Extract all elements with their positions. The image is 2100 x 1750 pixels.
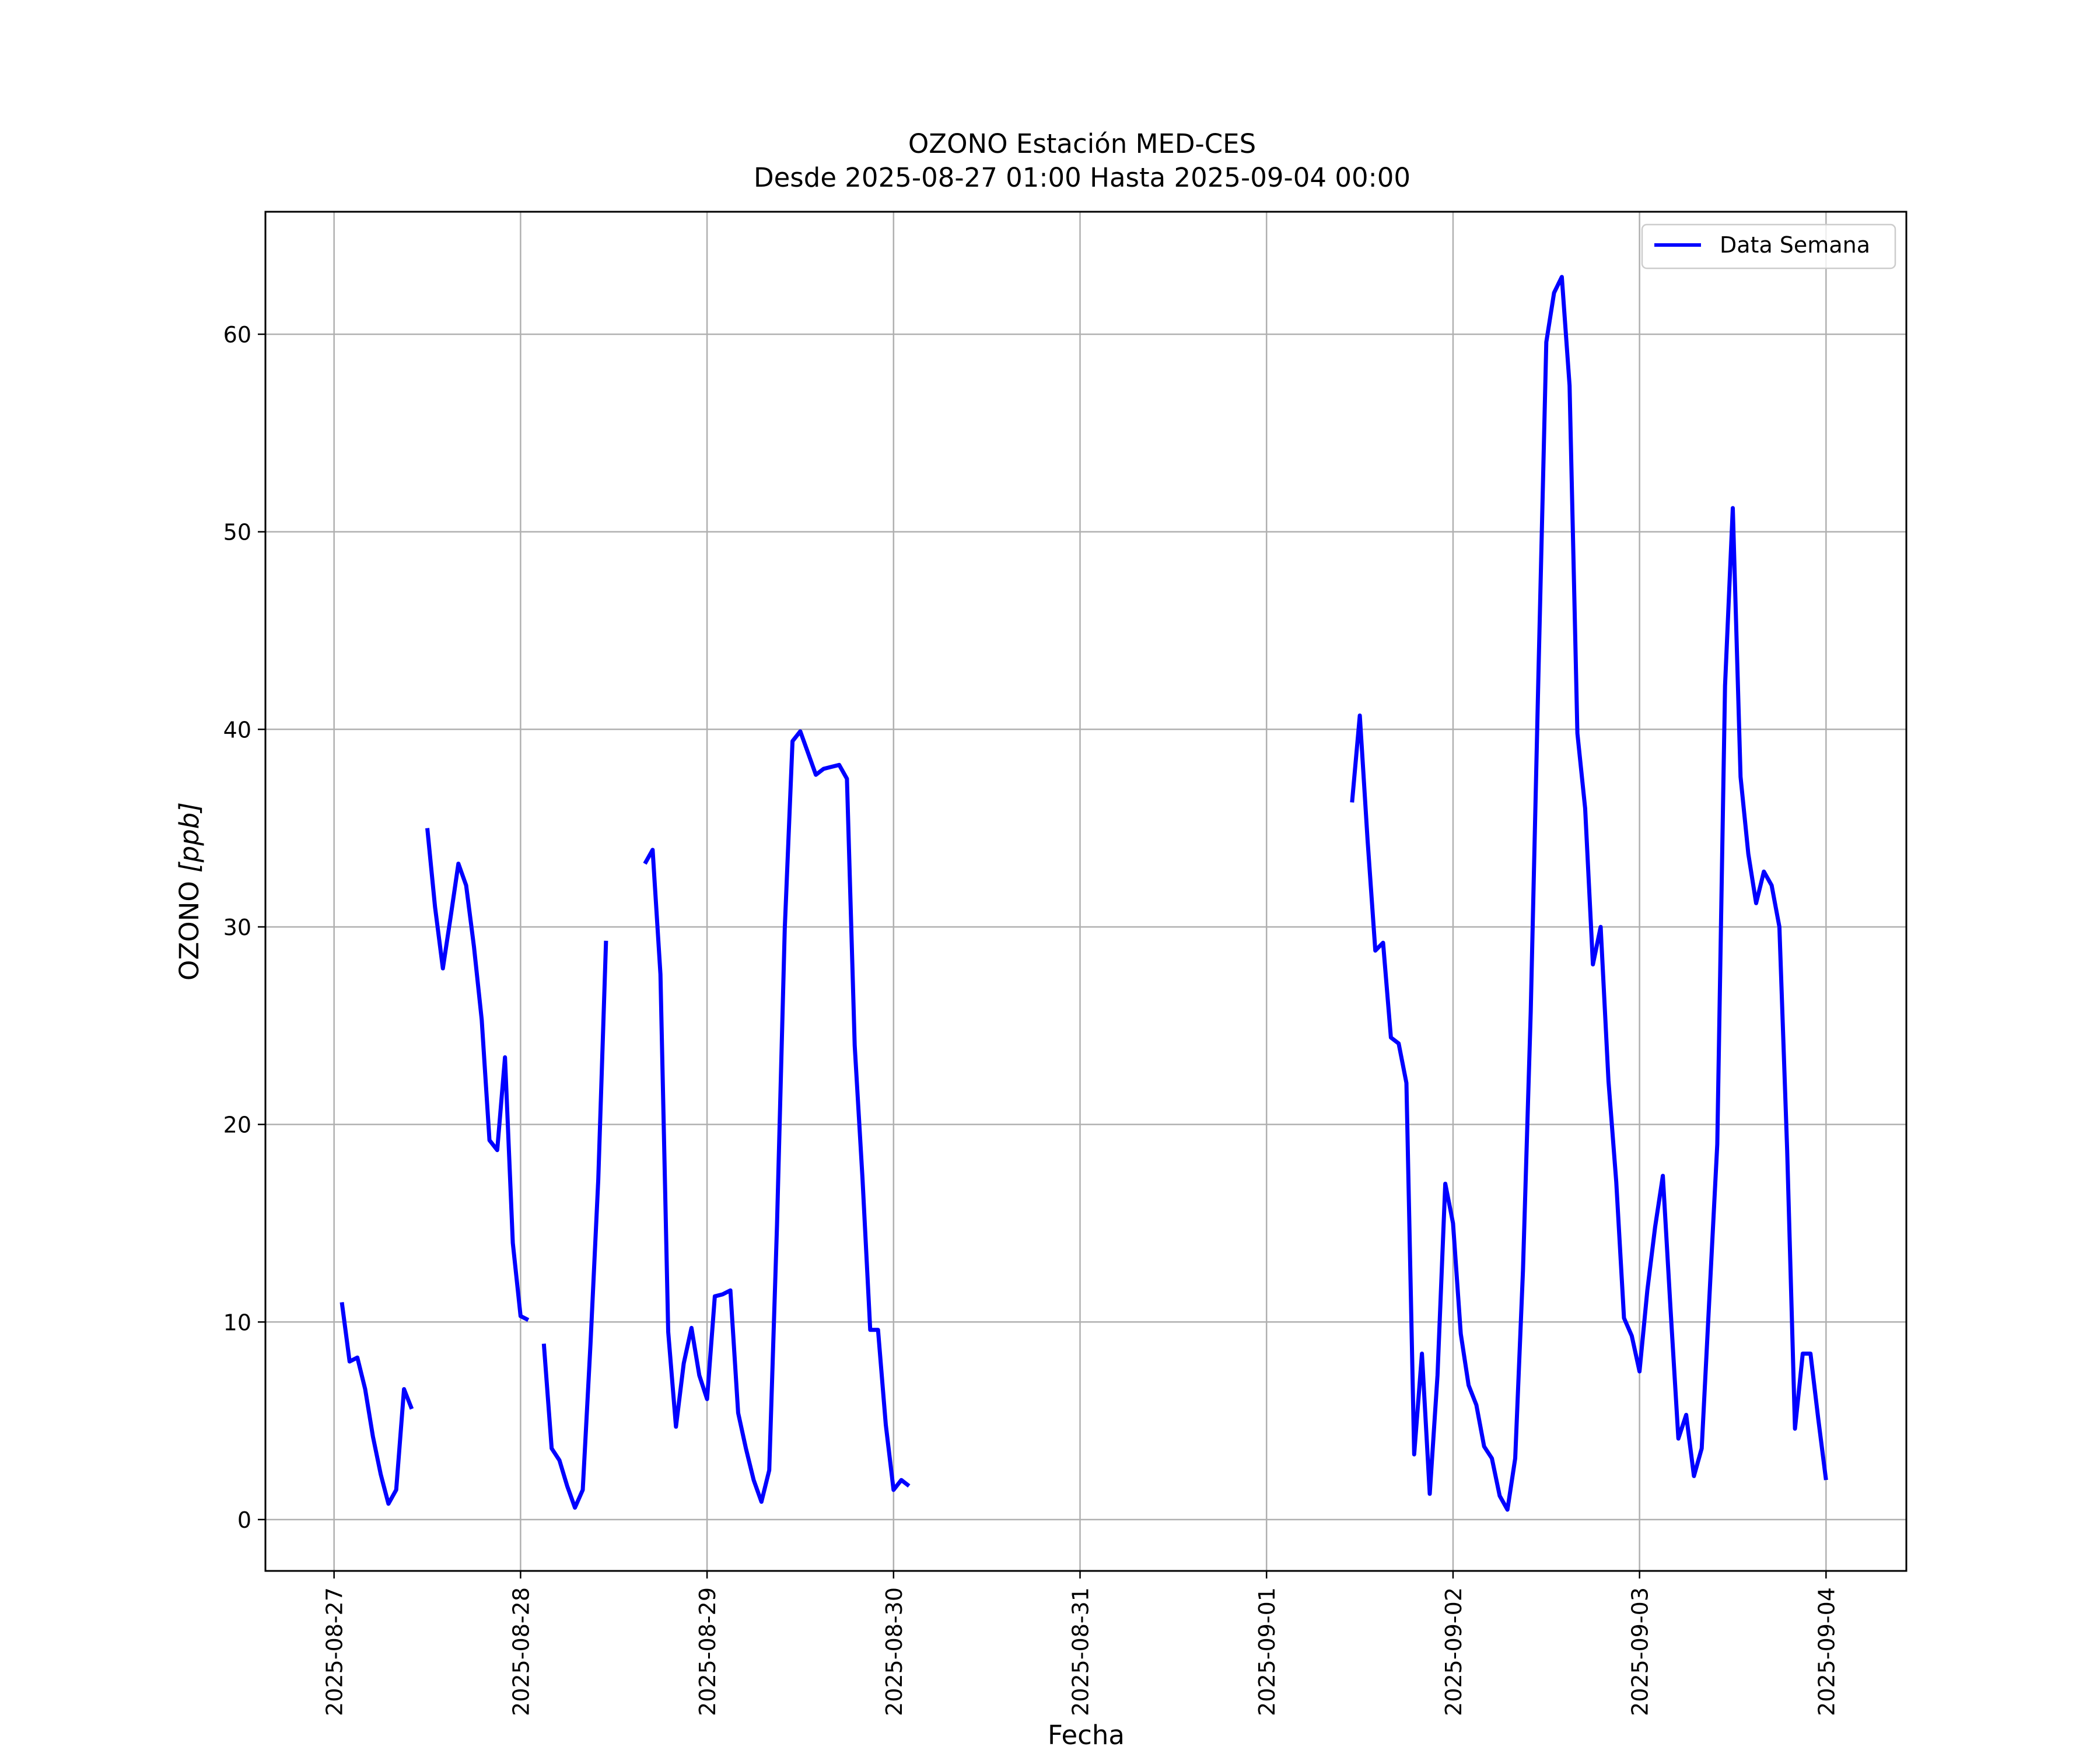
y-tick-label: 50 xyxy=(223,520,251,545)
series-data-semana xyxy=(340,275,1828,1512)
y-axis-label-main: OZONO xyxy=(174,873,205,981)
data-point xyxy=(1732,508,1733,509)
x-tick-label: 2025-09-03 xyxy=(1628,1587,1653,1716)
data-point xyxy=(1670,1310,1671,1311)
data-point xyxy=(458,863,459,864)
data-point xyxy=(652,849,653,850)
data-point xyxy=(1484,1446,1485,1447)
data-point xyxy=(1577,733,1578,734)
data-point xyxy=(1725,685,1726,686)
data-point xyxy=(357,1357,358,1358)
x-tick-label: 2025-09-04 xyxy=(1814,1587,1839,1716)
data-point xyxy=(660,974,661,975)
data-point xyxy=(1779,927,1780,928)
data-point xyxy=(365,1389,366,1390)
data-point xyxy=(1678,1438,1679,1439)
data-point xyxy=(1608,1081,1609,1082)
data-point xyxy=(1709,1296,1710,1297)
chart-subtitle: Desde 2025-08-27 01:00 Hasta 2025-09-04 … xyxy=(754,162,1410,193)
data-point xyxy=(1662,1175,1663,1176)
series-line-segment xyxy=(643,729,911,1504)
x-tick-label: 2025-08-31 xyxy=(1068,1587,1094,1716)
data-point xyxy=(1647,1290,1648,1291)
x-axis-label: Fecha xyxy=(1048,1720,1125,1750)
legend-box xyxy=(1641,223,1896,270)
data-point xyxy=(831,766,832,767)
data-point xyxy=(1522,1270,1523,1271)
data-point xyxy=(1515,1458,1516,1459)
data-point xyxy=(450,917,451,918)
x-axis-ticks: 2025-08-27 2025-08-28 2025-08-29 2025-08-30… xyxy=(322,1571,1839,1716)
legend-label: Data Semana xyxy=(1720,232,1870,258)
data-point xyxy=(1437,1375,1438,1376)
y-tick-label: 60 xyxy=(223,322,251,348)
x-tick-label: 2025-08-30 xyxy=(881,1587,907,1716)
legend: Data Semana xyxy=(1641,223,1896,270)
x-tick-label: 2025-08-27 xyxy=(322,1587,348,1716)
data-point xyxy=(1554,292,1555,293)
y-tick-label: 20 xyxy=(223,1112,251,1138)
series-line-segment xyxy=(425,828,530,1322)
data-point xyxy=(466,885,467,886)
data-point xyxy=(1740,776,1741,777)
data-point xyxy=(1398,1043,1399,1044)
x-tick-label: 2025-08-29 xyxy=(695,1587,720,1716)
series-line-segment xyxy=(340,1301,414,1506)
data-point xyxy=(1592,964,1593,965)
y-axis-label-unit: [ppb] xyxy=(174,802,205,873)
plot-area-frame xyxy=(264,211,1908,1572)
x-tick-label: 2025-08-28 xyxy=(508,1587,534,1716)
chart-title: OZONO Estación MED-CES xyxy=(908,128,1256,159)
y-tick-label: 10 xyxy=(223,1310,251,1335)
x-tick-label: 2025-09-01 xyxy=(1254,1587,1280,1716)
data-point xyxy=(590,1343,591,1344)
data-point xyxy=(559,1460,560,1461)
data-point xyxy=(1810,1353,1811,1354)
data-point xyxy=(1639,1371,1640,1372)
data-point xyxy=(1748,853,1749,854)
data-point xyxy=(730,1290,731,1291)
y-tick-label: 0 xyxy=(237,1507,251,1533)
x-tick-label: 2025-09-02 xyxy=(1441,1587,1466,1716)
data-point xyxy=(1414,1454,1415,1455)
series-line-segment xyxy=(541,940,608,1510)
data-point xyxy=(520,1316,521,1317)
data-point xyxy=(1375,950,1376,951)
y-axis-label: OZONO [ppb] xyxy=(174,802,205,981)
y-axis-ticks: 0 10 20 30 40 50 60 xyxy=(223,322,265,1533)
data-point xyxy=(551,1448,552,1449)
grid-lines xyxy=(265,212,1906,1571)
series-line-segment xyxy=(1350,275,1828,1512)
data-point xyxy=(380,1474,381,1475)
data-point xyxy=(1367,839,1368,840)
y-tick-label: 30 xyxy=(223,915,251,940)
y-tick-label: 40 xyxy=(223,717,251,743)
data-point xyxy=(777,1225,778,1226)
data-point xyxy=(1452,1223,1453,1224)
